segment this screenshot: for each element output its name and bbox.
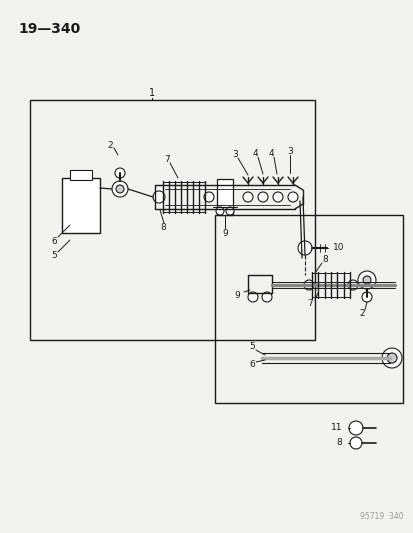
Text: 6: 6 (249, 360, 254, 369)
Text: 3: 3 (287, 147, 292, 156)
Text: 1: 1 (149, 88, 155, 98)
Circle shape (381, 348, 401, 368)
Circle shape (272, 192, 282, 202)
Text: 2: 2 (107, 141, 112, 149)
Bar (62, 178, 100, 233)
Text: 5: 5 (51, 252, 57, 261)
Circle shape (216, 207, 223, 215)
Circle shape (225, 207, 233, 215)
Text: 10: 10 (332, 244, 344, 253)
Circle shape (115, 168, 125, 178)
Text: 4: 4 (252, 149, 257, 157)
Circle shape (357, 271, 375, 289)
Text: 7: 7 (164, 155, 169, 164)
Text: 9: 9 (234, 290, 240, 300)
Text: 11: 11 (330, 424, 341, 432)
Text: 6: 6 (51, 237, 57, 246)
Text: 7: 7 (306, 300, 312, 309)
Circle shape (242, 192, 252, 202)
Circle shape (362, 276, 370, 284)
Circle shape (247, 292, 257, 302)
Text: 8: 8 (160, 223, 166, 232)
Circle shape (287, 192, 297, 202)
Text: 8: 8 (335, 439, 341, 448)
Circle shape (257, 192, 267, 202)
Circle shape (153, 191, 165, 203)
Circle shape (386, 353, 396, 363)
Text: 9: 9 (222, 229, 227, 238)
Circle shape (112, 181, 128, 197)
Text: 4: 4 (268, 149, 273, 157)
Circle shape (297, 241, 311, 255)
Text: 5: 5 (249, 343, 254, 351)
Circle shape (204, 192, 214, 202)
Text: 95719  340: 95719 340 (359, 512, 403, 521)
Circle shape (347, 280, 357, 290)
Circle shape (349, 437, 361, 449)
Text: 3: 3 (232, 149, 237, 158)
Circle shape (261, 292, 271, 302)
Bar (216, 179, 233, 215)
Text: 2: 2 (358, 310, 364, 319)
Bar (214, 215, 402, 403)
Text: 19—340: 19—340 (18, 22, 80, 36)
Circle shape (348, 421, 362, 435)
Circle shape (303, 280, 313, 290)
Bar (30, 100, 314, 340)
Circle shape (116, 185, 124, 193)
Circle shape (361, 292, 371, 302)
Text: 8: 8 (321, 254, 327, 263)
Bar (70, 170, 92, 180)
